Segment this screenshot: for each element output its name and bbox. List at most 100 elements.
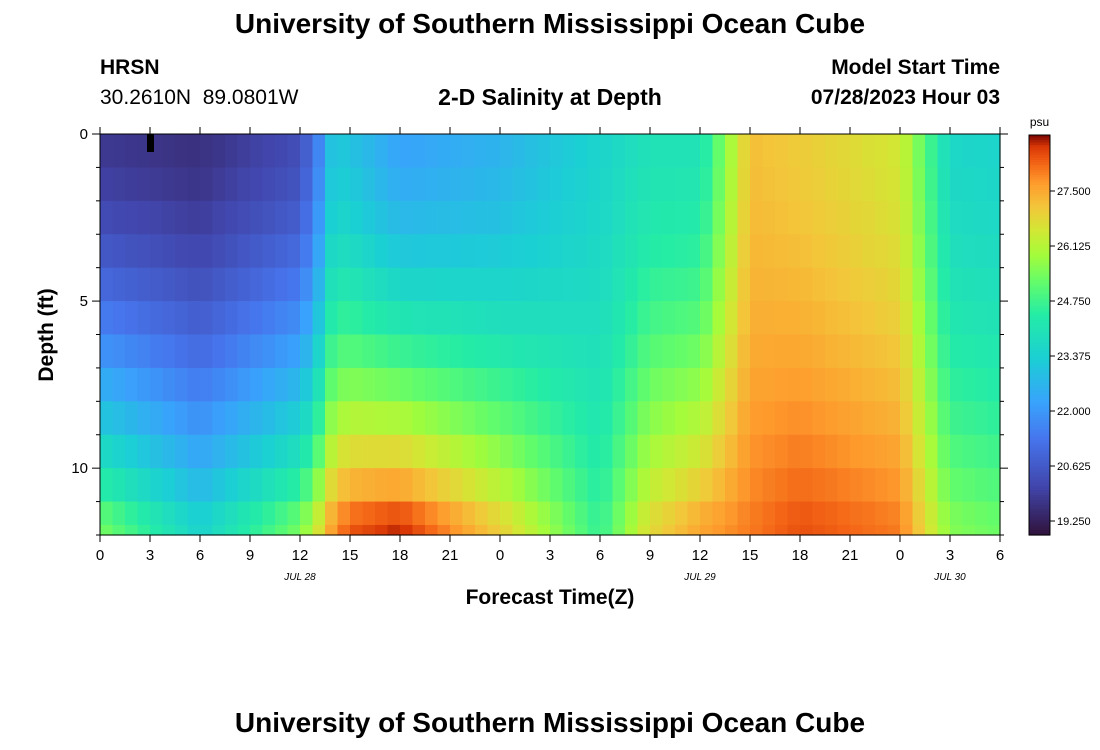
heatmap-cell bbox=[287, 401, 301, 436]
heatmap-cell bbox=[450, 468, 464, 503]
heatmap-cell bbox=[687, 401, 701, 436]
heatmap-cell bbox=[637, 524, 651, 536]
heatmap-cell bbox=[825, 524, 839, 536]
heatmap-cell bbox=[525, 401, 539, 436]
heatmap-cell bbox=[412, 524, 426, 536]
heatmap-cell bbox=[925, 334, 939, 369]
heatmap-cell bbox=[187, 234, 201, 269]
heatmap-cell bbox=[200, 401, 214, 436]
heatmap-cell bbox=[262, 501, 276, 526]
heatmap-cell bbox=[325, 167, 339, 202]
colorbar-segment bbox=[1029, 337, 1050, 341]
heatmap-cell bbox=[912, 468, 926, 503]
heatmap-cell bbox=[612, 501, 626, 526]
heatmap-cell bbox=[212, 501, 226, 526]
heatmap-cell bbox=[987, 267, 1001, 302]
heatmap-cell bbox=[637, 367, 651, 402]
heatmap-cell bbox=[225, 468, 239, 503]
heatmap-cell bbox=[500, 134, 514, 169]
heatmap-cell bbox=[300, 234, 314, 269]
colorbar-segment bbox=[1029, 420, 1050, 424]
heatmap-cell bbox=[712, 468, 726, 503]
heatmap-cell bbox=[125, 401, 139, 436]
heatmap-cell bbox=[825, 200, 839, 235]
chart-subtitle: 2-D Salinity at Depth bbox=[438, 84, 662, 110]
heatmap-cell bbox=[825, 468, 839, 503]
colorbar-segment bbox=[1029, 435, 1050, 439]
heatmap-cell bbox=[525, 468, 539, 503]
heatmap-cell bbox=[675, 401, 689, 436]
x-tick-label: 9 bbox=[646, 547, 654, 564]
heatmap-cell bbox=[612, 468, 626, 503]
heatmap-cell bbox=[750, 401, 764, 436]
colorbar-segment bbox=[1029, 427, 1050, 431]
heatmap-cell bbox=[337, 501, 351, 526]
heatmap-cell bbox=[475, 367, 489, 402]
heatmap-cell bbox=[862, 501, 876, 526]
heatmap-cell bbox=[987, 234, 1001, 269]
heatmap-cell bbox=[962, 267, 976, 302]
heatmap-cell bbox=[662, 301, 676, 336]
heatmap-cell bbox=[375, 524, 389, 536]
heatmap-cell bbox=[625, 468, 639, 503]
heatmap-cell bbox=[712, 434, 726, 469]
heatmap-cell bbox=[862, 134, 876, 169]
heatmap-cell bbox=[512, 134, 526, 169]
heatmap-cell bbox=[325, 267, 339, 302]
heatmap-cell bbox=[350, 134, 364, 169]
heatmap-cell bbox=[825, 301, 839, 336]
heatmap-cell bbox=[425, 367, 439, 402]
heatmap-cell bbox=[212, 468, 226, 503]
heatmap-cell bbox=[462, 234, 476, 269]
heatmap-cell bbox=[725, 167, 739, 202]
heatmap-cell bbox=[362, 200, 376, 235]
heatmap-cell bbox=[275, 524, 289, 536]
heatmap-cell bbox=[325, 134, 339, 169]
heatmap-cell bbox=[212, 134, 226, 169]
heatmap-cell bbox=[962, 200, 976, 235]
heatmap-cell bbox=[525, 267, 539, 302]
y-tick-label: 5 bbox=[80, 293, 88, 310]
colorbar-segment bbox=[1029, 232, 1050, 236]
heatmap-cell bbox=[812, 334, 826, 369]
heatmap-cell bbox=[362, 468, 376, 503]
heatmap-cell bbox=[750, 524, 764, 536]
colorbar-segment bbox=[1029, 532, 1050, 536]
colorbar-segment bbox=[1029, 150, 1050, 154]
heatmap-cell bbox=[987, 134, 1001, 169]
heatmap-cell bbox=[450, 501, 464, 526]
heatmap-cell bbox=[687, 367, 701, 402]
heatmap-cell bbox=[912, 401, 926, 436]
colorbar-segment bbox=[1029, 392, 1050, 396]
heatmap-cell bbox=[512, 167, 526, 202]
heatmap-cell bbox=[187, 501, 201, 526]
x-tick-label: 9 bbox=[246, 547, 254, 564]
heatmap-cell bbox=[662, 234, 676, 269]
heatmap-cell bbox=[937, 200, 951, 235]
heatmap-cell bbox=[887, 401, 901, 436]
heatmap-cell bbox=[887, 367, 901, 402]
heatmap-cell bbox=[387, 267, 401, 302]
colorbar-segment bbox=[1029, 402, 1050, 406]
heatmap-cell bbox=[112, 434, 126, 469]
heatmap-cell bbox=[100, 401, 114, 436]
heatmap-cell bbox=[612, 134, 626, 169]
heatmap-cell bbox=[950, 134, 964, 169]
heatmap-cell bbox=[925, 234, 939, 269]
heatmap-cell bbox=[825, 134, 839, 169]
heatmap-cell bbox=[500, 167, 514, 202]
heatmap-cell bbox=[387, 334, 401, 369]
heatmap-cell bbox=[250, 167, 264, 202]
heatmap-cell bbox=[237, 234, 251, 269]
heatmap-cell bbox=[337, 434, 351, 469]
heatmap-cell bbox=[125, 267, 139, 302]
heatmap-cell bbox=[262, 301, 276, 336]
heatmap-cell bbox=[812, 134, 826, 169]
heatmap-cell bbox=[462, 434, 476, 469]
heatmap-cell bbox=[725, 434, 739, 469]
colorbar-segment bbox=[1029, 137, 1050, 141]
heatmap-cell bbox=[787, 334, 801, 369]
colorbar-segment bbox=[1029, 260, 1050, 264]
heatmap-cell bbox=[287, 301, 301, 336]
heatmap-cell bbox=[375, 301, 389, 336]
